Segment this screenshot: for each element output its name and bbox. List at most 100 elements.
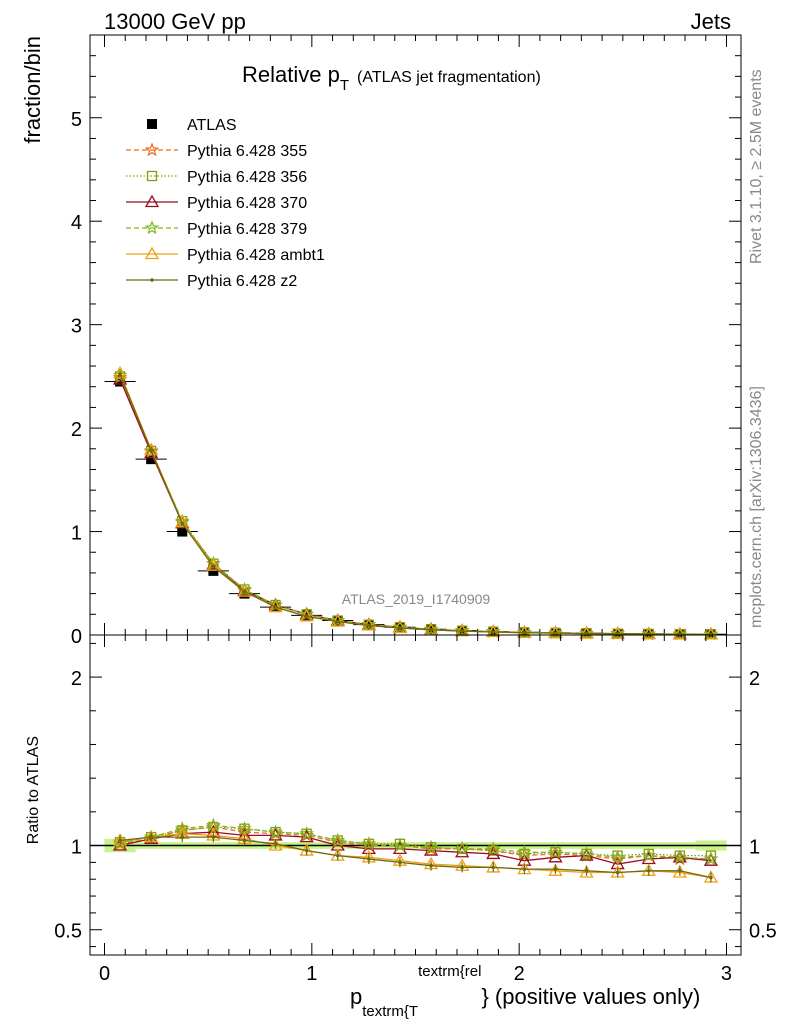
main-point-379 [703, 626, 719, 641]
main-point-z2 [180, 521, 185, 526]
x-tick-label: 2 [514, 963, 525, 985]
ratio-series-ambt1 [112, 826, 719, 883]
main-title-rest: (ATLAS jet fragmentation) [357, 69, 541, 86]
main-y-tick-label: 2 [71, 419, 82, 441]
main-title-text: Relative p [242, 62, 340, 87]
main-point-ambt1 [610, 626, 625, 639]
main-point-379 [361, 617, 377, 631]
x-tick-label: 3 [721, 963, 732, 985]
main-point-z2 [367, 623, 371, 628]
main-point-z2 [522, 630, 527, 635]
ratio-plot-panel: 0.5 0.5 1 1 2 2 0 1 2 3 [54, 634, 777, 985]
ratio-point-379 [268, 824, 283, 839]
main-point-z2 [211, 564, 216, 569]
x-axis-label: ptextrm{T textrm{rel} (positive values on… [350, 963, 700, 1020]
ratio-point-379 [454, 841, 470, 856]
main-y-axis-label: fraction/bin [20, 36, 45, 144]
x-axis-label-superscript: textrm{rel [418, 963, 481, 980]
ratio-point-379 [579, 846, 594, 861]
main-point-ambt1 [548, 625, 563, 639]
ratio-series-line-z2 [120, 836, 712, 879]
main-point-379 [672, 626, 688, 641]
ratio-point-379 [610, 849, 625, 864]
ratio-point-356 [488, 845, 499, 856]
legend-label-ambt1: Pythia 6.428 ambt1 [187, 247, 325, 264]
main-point-ambt1 [175, 514, 190, 528]
main-point-z2 [429, 628, 433, 632]
ratio-point-z2 [242, 838, 247, 843]
main-point-ambt1 [268, 599, 283, 613]
x-tick-label: 1 [306, 963, 317, 985]
legend-label-356: Pythia 6.428 356 [187, 169, 307, 186]
ratio-point-z2 [211, 835, 216, 839]
main-point-z2 [304, 614, 309, 619]
main-y-tick-label: 0 [71, 626, 82, 648]
main-point-379 [143, 443, 159, 458]
main-point-z2 [553, 631, 558, 635]
ratio-point-z2 [118, 838, 122, 843]
legend-item-z2: Pythia 6.428 z2 [126, 273, 297, 290]
ratio-point-379 [517, 844, 532, 859]
main-point-z2 [460, 629, 464, 633]
legend-item-355: Pythia 6.428 355 [126, 142, 307, 160]
main-point-ATLAS [115, 376, 126, 387]
ratio-y-tick-label-right: 2 [749, 668, 760, 690]
ratio-point-z2 [460, 865, 464, 870]
main-title-subscript: T [340, 77, 349, 94]
main-point-z2 [149, 449, 153, 453]
main-point-ambt1 [486, 624, 501, 638]
ratio-point-z2 [429, 863, 433, 868]
main-point-379 [579, 625, 594, 640]
main-point-379 [485, 624, 501, 638]
header-left-label: 13000 GeV pp [104, 9, 246, 34]
main-point-ambt1 [455, 623, 470, 637]
ratio-point-379 [361, 836, 377, 851]
ratio-y-axis-label: Ratio to ATLAS [25, 736, 42, 844]
legend: ATLAS Pythia 6.428 355 Pythia 6.428 356 Pyt… [126, 117, 325, 290]
ratio-point-379 [330, 832, 346, 847]
ratio-point-z2 [491, 865, 496, 870]
x-axis-label-subscript: textrm{T [362, 1003, 418, 1020]
main-title: Relative pT (ATLAS jet fragmentation) [242, 62, 541, 94]
ratio-point-379 [548, 844, 563, 859]
main-point-ambt1 [144, 442, 159, 455]
legend-item-379: Pythia 6.428 379 [126, 220, 307, 238]
legend-label-379: Pythia 6.428 379 [187, 221, 307, 238]
main-y-tick-label: 3 [71, 316, 82, 338]
legend-marker-379 [144, 220, 160, 235]
ratio-point-379 [392, 837, 408, 852]
ratio-series-line-370 [119, 831, 711, 865]
header-right-label: Jets [691, 9, 731, 34]
ratio-y-tick-label-right: 1 [749, 837, 760, 859]
legend-item-356: Pythia 6.428 356 [126, 169, 307, 186]
ratio-point-ambt1 [548, 863, 563, 876]
main-point-ambt1 [112, 365, 128, 379]
mcplots-label: mcplots.cern.ch [arXiv:1306.3436] [748, 386, 765, 628]
main-point-ambt1 [517, 625, 532, 638]
ratio-series-379 [112, 817, 719, 866]
main-point-z2 [118, 372, 122, 377]
ratio-point-379 [672, 849, 688, 864]
ratio-point-379 [641, 847, 656, 862]
ratio-point-z2 [678, 868, 682, 873]
main-point-ATLAS [177, 526, 188, 537]
main-series-z2 [118, 372, 713, 637]
main-point-z2 [491, 630, 496, 634]
ratio-point-379 [703, 851, 719, 866]
ratio-point-379 [423, 839, 439, 854]
ratio-point-z2 [584, 868, 589, 873]
main-point-379 [610, 626, 625, 640]
ratio-point-z2 [522, 867, 527, 871]
main-point-ATLAS [146, 454, 157, 465]
main-point-z2 [709, 632, 713, 637]
main-y-tick-label: 1 [71, 523, 82, 545]
main-point-z2 [335, 619, 340, 624]
main-point-370 [268, 597, 283, 611]
x-tick-label: 0 [99, 963, 110, 985]
ratio-point-z2 [149, 835, 153, 839]
main-point-z2 [273, 605, 278, 609]
analysis-watermark: ATLAS_2019_I1740909 [342, 591, 491, 607]
main-point-ambt1 [206, 558, 221, 571]
ratio-series-line-356 [119, 826, 711, 857]
ratio-point-379 [237, 821, 252, 835]
